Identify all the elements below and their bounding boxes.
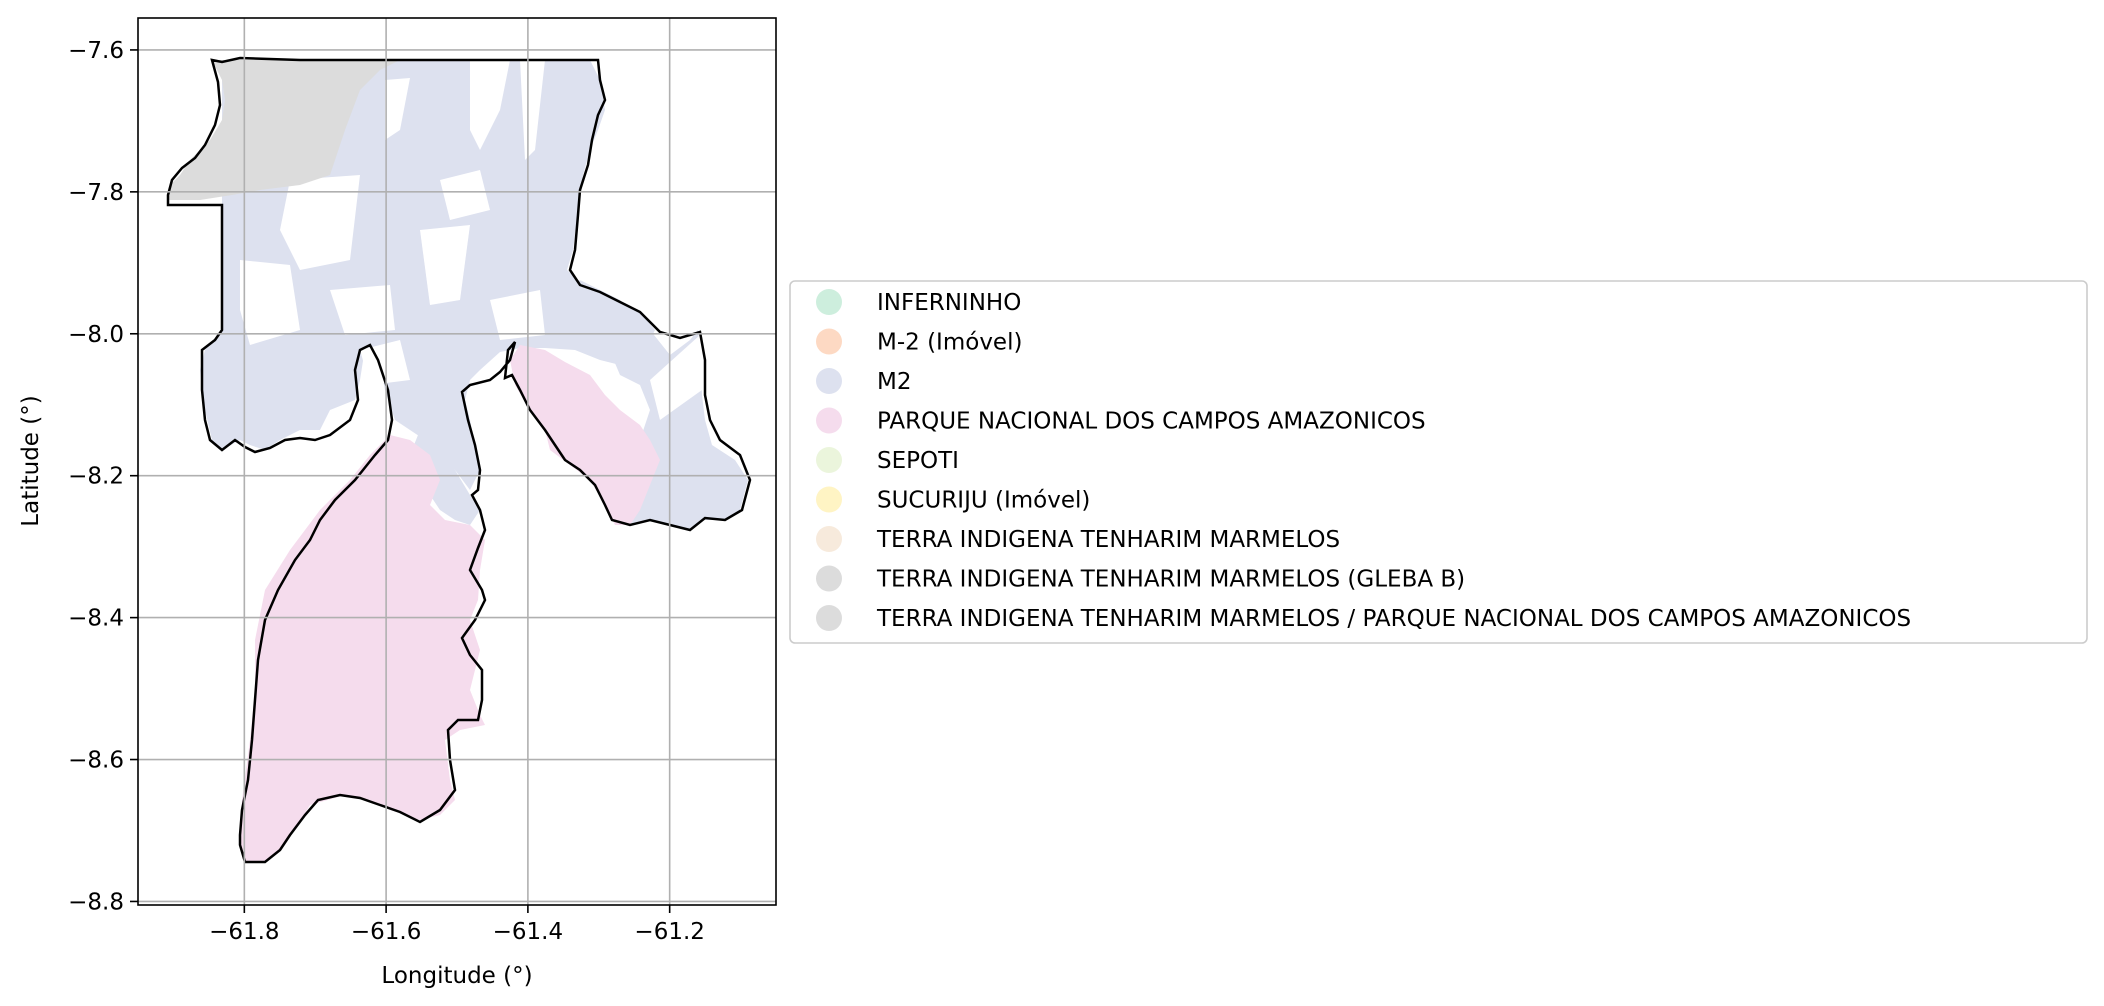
- region-parque-nacional-south: [240, 435, 485, 862]
- legend-items: INFERNINHO M-2 (Imóvel) M2 PARQUE NACIONAL …: [816, 289, 1911, 632]
- legend-swatch: [816, 486, 842, 513]
- axes-frame: [137, 17, 777, 906]
- map-regions: [168, 60, 748, 862]
- legend-swatch: [816, 407, 842, 434]
- x-tick-label: −61.6: [351, 919, 421, 945]
- legend: INFERNINHO M-2 (Imóvel) M2 PARQUE NACIONAL …: [789, 280, 2088, 644]
- y-tick-label: −8.8: [68, 889, 124, 915]
- legend-label: TERRA INDIGENA TENHARIM MARMELOS: [876, 527, 1340, 553]
- y-axis-label: Latitude (°): [18, 395, 44, 526]
- legend-swatch: [816, 328, 842, 355]
- x-tick-label: −61.2: [634, 919, 704, 945]
- region-terra-indigena-gleba-b: [168, 60, 400, 200]
- legend-label: M-2 (Imóvel): [877, 330, 1022, 356]
- x-axis-label: Longitude (°): [381, 963, 532, 989]
- legend-swatch: [816, 368, 842, 394]
- x-tick-label: −61.4: [493, 919, 563, 945]
- legend-swatch: [816, 605, 842, 631]
- grid-lines: [138, 18, 776, 905]
- y-axis-ticks: −7.6 −7.8 −8.0 −8.2 −8.4 −8.6 −8.8: [68, 38, 138, 915]
- legend-swatch: [816, 447, 842, 473]
- x-tick-label: −61.8: [209, 919, 279, 945]
- y-tick-label: −7.8: [68, 180, 124, 206]
- study-area-boundary: [166, 56, 752, 864]
- m2-gaps: [240, 60, 702, 420]
- legend-frame: [789, 280, 2088, 644]
- y-tick-label: −8.0: [68, 322, 124, 348]
- legend-label: TERRA INDIGENA TENHARIM MARMELOS (GLEBA …: [876, 567, 1465, 593]
- y-tick-label: −7.6: [68, 38, 124, 64]
- legend-swatch: [816, 565, 842, 592]
- legend-label: PARQUE NACIONAL DOS CAMPOS AMAZONICOS: [877, 409, 1426, 435]
- y-tick-label: −8.6: [68, 748, 124, 774]
- legend-label: M2: [877, 369, 911, 395]
- x-axis-ticks: −61.8 −61.6 −61.4 −61.2: [209, 905, 705, 945]
- legend-label: SEPOTI: [877, 448, 959, 474]
- legend-label: SUCURIJU (Imóvel): [877, 488, 1090, 514]
- legend-swatch: [816, 526, 842, 552]
- region-parque-nacional-east: [510, 345, 660, 525]
- y-tick-label: −8.4: [68, 606, 124, 632]
- y-tick-label: −8.2: [68, 464, 124, 490]
- legend-label: INFERNINHO: [877, 290, 1021, 316]
- legend-label: TERRA INDIGENA TENHARIM MARMELOS / PARQU…: [876, 606, 1911, 632]
- legend-swatch: [816, 289, 842, 315]
